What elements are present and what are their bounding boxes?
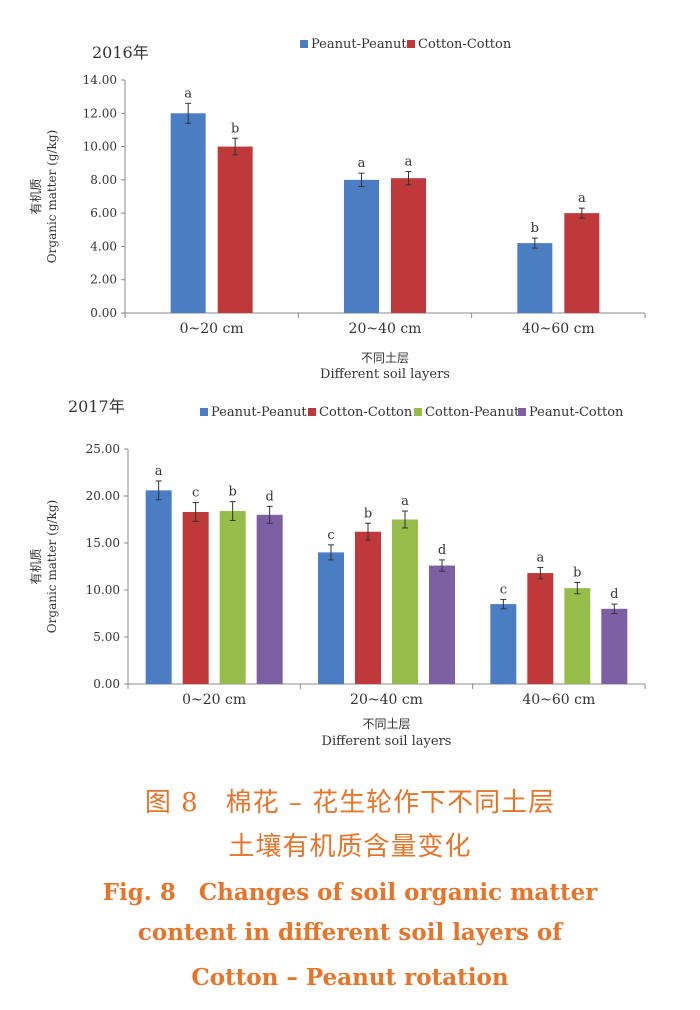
chart-1-bar-2-3 xyxy=(564,213,600,313)
chart-1-y-tick-label-5: 10.00 xyxy=(83,140,117,154)
chart-1-significance-letter-2-3: a xyxy=(578,191,586,206)
chart-1-legend-swatch-1 xyxy=(300,40,308,48)
chart-1-category-label-2: 20~40 cm xyxy=(349,321,422,337)
chart-2-bar-2-1 xyxy=(182,511,209,684)
chart-2-bar-3-1 xyxy=(219,511,246,684)
caption-en-line3: Cotton – Peanut rotation xyxy=(191,964,509,991)
chart-2-significance-letter-3-3: b xyxy=(573,565,581,580)
chart-2-significance-letter-2-3: a xyxy=(536,550,544,565)
chart-2-y-tick-label-0: 0.00 xyxy=(93,677,120,691)
chart-1-bar-1-3 xyxy=(517,243,553,313)
chart-2-year-label: 2017年 xyxy=(68,397,125,416)
chart-2-significance-letter-1-3: c xyxy=(500,582,507,597)
chart-1-y-tick-label-6: 12.00 xyxy=(83,106,117,120)
chart-2-significance-letter-3-1: b xyxy=(229,485,237,500)
chart-2-legend-label-4: Peanut-Cotton xyxy=(529,405,624,420)
chart-1-y-tick-label-2: 4.00 xyxy=(90,239,117,253)
chart-1-y-tick-label-3: 6.00 xyxy=(90,206,117,220)
chart-1-year-label: 2016年 xyxy=(92,43,149,62)
chart-1-y-tick-label-1: 2.00 xyxy=(90,273,117,287)
caption-cn-line1: 图 8 棉花 – 花生轮作下不同土层 xyxy=(144,788,556,818)
chart-2-y-tick-label-2: 10.00 xyxy=(86,583,120,597)
chart-1-x-axis-title-cn: 不同土层 xyxy=(361,351,409,365)
chart-2-category-label-3: 40~60 cm xyxy=(522,692,595,708)
chart-2-legend-swatch-3 xyxy=(414,408,422,416)
chart-2-significance-letter-2-1: c xyxy=(192,486,199,501)
chart-2-category-label-1: 0~20 cm xyxy=(182,692,246,708)
caption-cn-line2: 土壤有机质含量变化 xyxy=(228,832,472,862)
chart-2-significance-letter-1-1: a xyxy=(155,464,163,479)
chart-2-bar-4-3 xyxy=(601,608,628,684)
chart-2-y-tick-label-5: 25.00 xyxy=(86,442,120,456)
chart-1-significance-letter-1-3: b xyxy=(531,221,539,236)
chart-1-bar-2-1 xyxy=(217,146,253,313)
chart-1-significance-letter-1-2: a xyxy=(358,156,366,171)
chart-1-significance-letter-1-1: a xyxy=(184,86,192,101)
chart-2-significance-letter-4-1: d xyxy=(266,489,274,504)
chart-2-legend-swatch-1 xyxy=(200,408,208,416)
chart-2-bar-2-2 xyxy=(355,531,381,684)
chart-2-significance-letter-4-2: d xyxy=(438,543,446,558)
chart-1-bar-2-2 xyxy=(391,178,426,313)
chart-2-bar-4-2 xyxy=(429,565,455,684)
chart-2-bar-2-3 xyxy=(527,573,554,684)
chart-2-y-axis-title-en: Organic matter (g/kg) xyxy=(45,500,59,633)
chart-1-bar-1-2 xyxy=(344,179,379,313)
chart-1-significance-letter-2-1: b xyxy=(231,121,239,136)
figure-canvas: 2016年 Peanut-Peanut Cotton-Cotton 0.00 2.00 4… xyxy=(29,37,646,749)
chart-2-y-tick-label-4: 20.00 xyxy=(86,489,120,503)
chart-2-legend-label-2: Cotton-Cotton xyxy=(319,405,413,420)
chart-2-bar-4-1 xyxy=(256,514,283,684)
chart-2-legend-label-3: Cotton-Peanut xyxy=(425,405,520,420)
chart-1-legend-swatch-2 xyxy=(407,40,415,48)
chart-1-y-tick-label-7: 14.00 xyxy=(83,73,117,87)
chart-1-significance-letter-2-2: a xyxy=(405,155,413,170)
chart-1-category-label-3: 40~60 cm xyxy=(522,321,595,337)
chart-1-bar-1-1 xyxy=(170,113,206,314)
chart-2-legend-swatch-2 xyxy=(308,408,316,416)
caption-en-line1: Fig. 8 Changes of soil organic matter xyxy=(102,879,598,906)
chart-2-significance-letter-2-2: b xyxy=(364,506,372,521)
chart-2-legend-label-1: Peanut-Peanut xyxy=(211,405,307,420)
chart-2-y-tick-label-3: 15.00 xyxy=(86,536,120,550)
chart-1-category-label-1: 0~20 cm xyxy=(180,321,244,337)
chart-2-significance-letter-3-2: a xyxy=(401,494,409,509)
chart-1-y-tick-label-0: 0.00 xyxy=(90,306,117,320)
chart-1-y-axis-title-cn: 有机质 xyxy=(29,178,43,214)
chart-2-y-tick-label-1: 5.00 xyxy=(93,630,120,644)
chart-2-y-axis-title-cn: 有机质 xyxy=(29,548,43,584)
chart-2-bar-3-2 xyxy=(392,519,418,684)
chart-2-bar-1-1 xyxy=(145,490,172,684)
chart-2-bar-3-3 xyxy=(564,588,591,684)
chart-2-category-label-2: 20~40 cm xyxy=(350,692,423,708)
caption-en-line2: content in different soil layers of xyxy=(137,919,563,946)
chart-2-legend-swatch-4 xyxy=(518,408,526,416)
chart-2-significance-letter-1-2: c xyxy=(327,528,334,543)
chart-2-x-axis-title-en: Different soil layers xyxy=(322,734,452,749)
chart-2-x-axis-title-cn: 不同土层 xyxy=(362,717,410,731)
chart-1-y-tick-label-4: 8.00 xyxy=(90,173,117,187)
chart-1-legend-label-1: Peanut-Peanut xyxy=(311,37,407,52)
chart-2-bar-1-3 xyxy=(490,604,517,684)
chart-1-legend-label-2: Cotton-Cotton xyxy=(418,37,512,52)
chart-1-x-axis-title-en: Different soil layers xyxy=(320,367,450,382)
chart-2-significance-letter-4-3: d xyxy=(610,587,618,602)
chart-2-bar-1-2 xyxy=(318,552,344,684)
chart-1-y-axis-title-en: Organic matter (g/kg) xyxy=(45,130,59,263)
